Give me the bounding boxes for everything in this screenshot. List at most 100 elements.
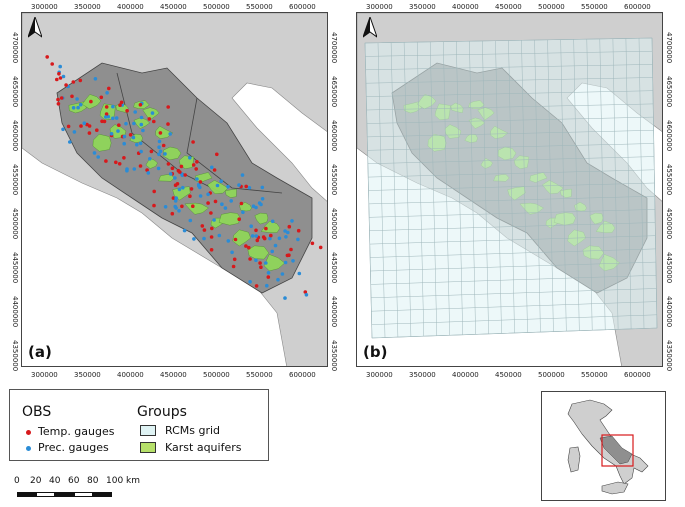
rcms-grid-line: [366, 103, 654, 111]
temp-gauge-point: [183, 173, 187, 177]
prec-gauge-point: [58, 64, 62, 69]
prec-gauge-point: [291, 259, 295, 263]
rcms-grid-line: [366, 90, 653, 97]
prec-gauge-point: [103, 115, 108, 119]
prec-gauge-point: [277, 236, 282, 241]
temp-gauge-point: [45, 55, 49, 59]
scale-segment: [55, 492, 74, 497]
prec-gauge-point: [139, 122, 144, 127]
prec-gauge-point: [283, 260, 288, 265]
prec-gauge-point: [188, 156, 192, 160]
karst-aquifer-patch: [247, 245, 270, 260]
temp-gauge-symbol: [26, 430, 31, 435]
y-tick-label-right: 4700000: [330, 32, 338, 64]
prec-gauge-point: [259, 202, 263, 207]
prec-gauge-point: [202, 236, 206, 241]
prec-gauge-point: [210, 165, 214, 170]
prec-gauge-point: [173, 199, 178, 203]
scale-segment: [36, 492, 55, 497]
legend-rcms-grid: RCMs grid: [165, 424, 221, 437]
temp-gauge-point: [232, 257, 237, 262]
temp-gauge-point: [189, 187, 194, 191]
rcms-grid-line: [364, 37, 653, 44]
prec-gauge-point: [78, 102, 83, 107]
y-tick-label-right: 4400000: [665, 296, 673, 328]
prec-gauge-symbol: [26, 446, 31, 451]
x-tick-label-top: 500000: [538, 3, 565, 11]
prec-gauge-point: [124, 121, 128, 126]
prec-gauge-point: [96, 155, 100, 159]
rcms-grid-line: [371, 301, 657, 312]
y-tick-label-right: 4600000: [665, 120, 673, 152]
prec-gauge-point: [249, 224, 253, 228]
prec-gauge-point: [163, 152, 167, 156]
prec-gauge-point: [280, 272, 285, 276]
temp-gauge-point: [239, 201, 244, 206]
scale-label: 80: [87, 476, 99, 486]
temp-gauge-point: [107, 86, 111, 91]
x-tick-label-top: 500000: [203, 3, 230, 11]
sicily: [601, 481, 629, 495]
prec-gauge-point: [158, 149, 163, 154]
prec-gauge-point: [61, 127, 65, 132]
x-tick-label-top: 350000: [74, 3, 101, 11]
region-border-2: [186, 97, 283, 194]
rcms-grid-line: [367, 130, 654, 138]
rcms-grid-line: [369, 235, 656, 245]
x-tick-label-bottom: 550000: [581, 371, 608, 379]
y-tick-label-left: 4350000: [11, 340, 19, 372]
temp-gauge-point: [191, 140, 195, 144]
temp-gauge-point: [303, 290, 308, 294]
rcms-grid-line: [370, 261, 656, 272]
prec-gauge-point: [283, 229, 287, 233]
y-tick-label-right: 4700000: [665, 32, 673, 64]
prec-gauge-point: [270, 219, 275, 224]
temp-gauge-point: [248, 257, 252, 261]
temp-gauge-point: [119, 100, 124, 105]
temp-gauge-point: [215, 152, 219, 157]
temp-gauge-point: [152, 119, 156, 124]
temp-gauge-point: [180, 204, 184, 209]
temp-gauge-point: [210, 226, 214, 231]
karst-aquifer-patch: [225, 188, 237, 198]
x-tick-label-top: 300000: [366, 3, 393, 11]
prec-gauge-point: [182, 228, 187, 233]
temp-gauge-point: [161, 143, 166, 148]
x-tick-label-bottom: 500000: [538, 371, 565, 379]
prec-gauge-point: [181, 185, 185, 190]
prec-gauge-point: [260, 185, 265, 190]
temp-gauge-point: [118, 103, 122, 107]
temp-gauge-point: [114, 160, 118, 165]
rcms-grid-line: [369, 222, 656, 231]
prec-gauge-point: [268, 236, 272, 241]
karst-aquifer-patch: [155, 125, 174, 139]
y-tick-label-right: 4450000: [665, 252, 673, 284]
temp-gauge-point: [152, 189, 156, 194]
y-tick-label-left: 4700000: [11, 32, 19, 64]
legend-karst-aquifers: Karst aquifers: [165, 441, 242, 454]
prec-gauge-point: [223, 206, 228, 210]
panel-label-a: (a): [28, 343, 52, 361]
prec-gauge-point: [157, 145, 161, 149]
temp-gauge-point: [289, 247, 293, 252]
temp-gauge-point: [287, 224, 292, 229]
prec-gauge-point: [76, 105, 80, 110]
temp-gauge-point: [122, 156, 126, 160]
prec-gauge-point: [138, 141, 143, 146]
temp-gauge-point: [158, 131, 163, 135]
y-tick-label-right: 4500000: [330, 208, 338, 240]
temp-gauge-point: [102, 119, 107, 124]
rcms-grid-line: [367, 143, 654, 151]
x-tick-label-bottom: 600000: [289, 371, 316, 379]
prec-gauge-point: [220, 202, 224, 206]
prec-gauge-point: [168, 172, 173, 176]
temp-gauge-point: [296, 228, 301, 233]
karst-aquifer-patch: [184, 202, 209, 215]
x-tick-label-bottom: 550000: [246, 371, 273, 379]
temp-gauge-point: [149, 149, 154, 154]
prec-gauge-point: [273, 243, 278, 248]
karst-aquifer-patch: [162, 146, 182, 161]
temp-gauge-point: [58, 76, 63, 80]
x-tick-label-top: 550000: [246, 3, 273, 11]
prec-gauge-point: [111, 116, 115, 121]
